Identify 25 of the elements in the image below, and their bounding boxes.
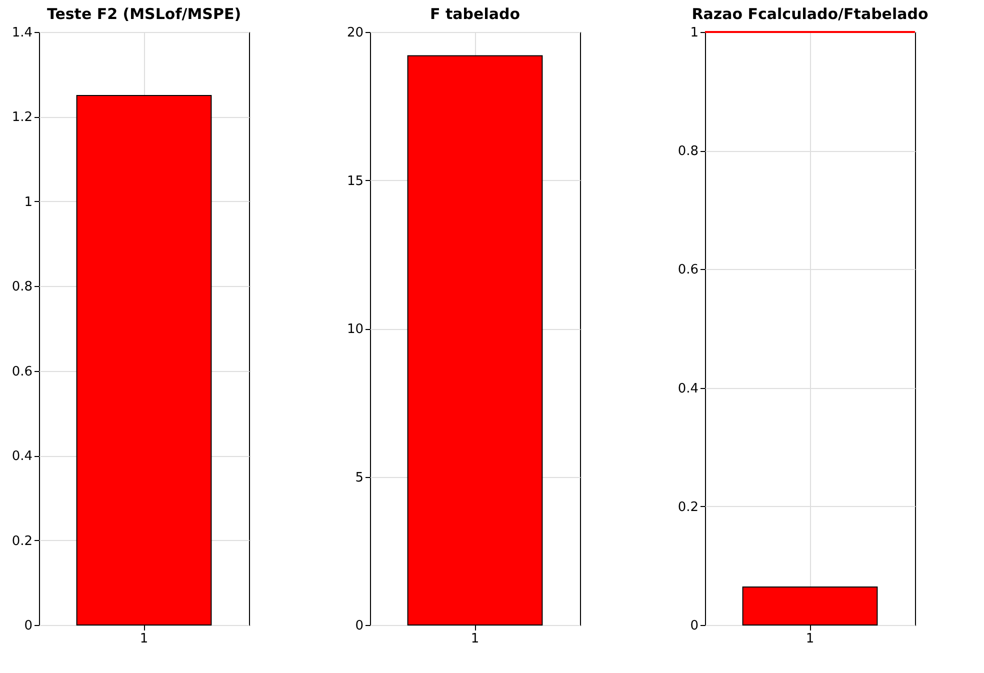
y-tick-label: 20 (346, 26, 364, 40)
y-tick-label: 0.6 (12, 364, 32, 380)
y-tick-label: 0.4 (678, 381, 698, 396)
y-tick-label: 0.8 (12, 280, 32, 295)
y-tick-label: 0.8 (678, 144, 698, 160)
y-tick-label: 0.6 (678, 262, 698, 278)
chart-title: Razao Fcalculado/Ftabelado (692, 5, 928, 23)
x-tick-label: 1 (140, 632, 148, 646)
x-tick-label: 1 (806, 632, 814, 646)
y-tick-label: 0 (355, 618, 364, 634)
y-tick-label: 0 (24, 618, 32, 634)
x-tick-label: 1 (470, 632, 480, 646)
chart-title: Teste F2 (MSLof/MSPE) (46, 5, 242, 23)
y-tick-label: 1 (24, 194, 32, 210)
y-tick-label: 0.2 (12, 534, 32, 549)
chart-title: F tabelado (430, 5, 520, 23)
y-tick-label: 0 (690, 618, 698, 634)
y-tick-label: 1.4 (12, 26, 32, 40)
y-tick-label: 10 (346, 322, 364, 337)
y-tick-label: 0.4 (12, 449, 32, 464)
y-tick-label: 0.2 (678, 500, 698, 515)
y-tick-label: 5 (355, 470, 364, 486)
y-tick-label: 15 (346, 174, 364, 189)
y-tick-label: 1 (690, 26, 698, 40)
y-tick-label: 1.2 (12, 110, 32, 126)
